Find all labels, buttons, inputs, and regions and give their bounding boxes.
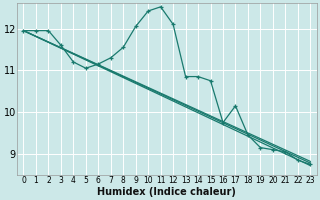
X-axis label: Humidex (Indice chaleur): Humidex (Indice chaleur): [98, 187, 236, 197]
